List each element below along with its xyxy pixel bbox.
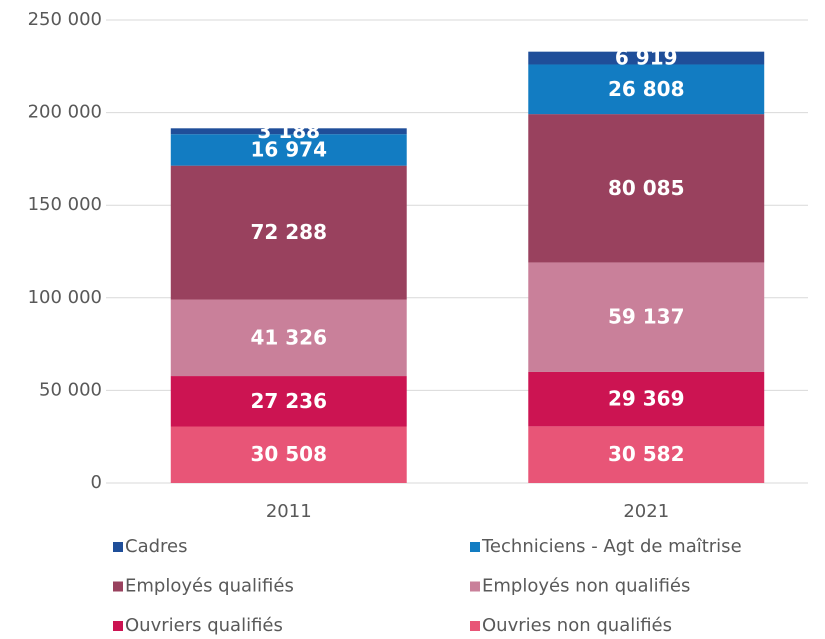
legend-swatch bbox=[470, 542, 480, 552]
y-tick-label: 50 000 bbox=[39, 379, 102, 400]
value-label: 6 919 bbox=[615, 46, 678, 70]
bar-segment bbox=[528, 64, 765, 115]
bar-segment bbox=[170, 299, 407, 377]
legend-swatch bbox=[113, 621, 123, 631]
y-tick-label: 0 bbox=[91, 472, 102, 493]
bar-segment bbox=[528, 426, 765, 483]
value-label: 3 188 bbox=[257, 119, 320, 143]
bar-segment bbox=[170, 165, 407, 300]
legend-swatch bbox=[113, 542, 123, 552]
bar-segment bbox=[528, 51, 765, 65]
value-label: 41 326 bbox=[250, 325, 327, 349]
bar-segment bbox=[170, 376, 407, 427]
value-label: 26 808 bbox=[608, 77, 685, 101]
bar-segment bbox=[170, 134, 407, 166]
value-label: 27 236 bbox=[250, 389, 327, 413]
value-label: 80 085 bbox=[608, 176, 685, 200]
y-tick-label: 200 000 bbox=[28, 102, 102, 123]
bar-segment bbox=[528, 371, 765, 427]
legend-swatch bbox=[470, 581, 480, 592]
legend-label: Employés qualifiés bbox=[125, 576, 294, 597]
value-label: 72 288 bbox=[250, 220, 327, 244]
y-tick-label: 100 000 bbox=[28, 287, 102, 308]
bar-segment bbox=[170, 128, 407, 135]
x-tick-label: 2021 bbox=[623, 501, 669, 522]
value-label: 16 974 bbox=[250, 137, 327, 161]
y-tick-label: 250 000 bbox=[28, 9, 102, 30]
legend-label: Employés non qualifiés bbox=[482, 576, 690, 597]
legend-label: Cadres bbox=[125, 536, 187, 557]
bar-segment bbox=[528, 262, 765, 372]
value-label: 29 369 bbox=[608, 387, 685, 411]
value-label: 30 508 bbox=[250, 442, 327, 466]
legend-label: Ouvries non qualifiés bbox=[482, 615, 672, 636]
x-tick-label: 2011 bbox=[266, 501, 312, 522]
bar-segment bbox=[170, 426, 407, 483]
bar-segment bbox=[528, 114, 765, 263]
value-label: 30 582 bbox=[608, 442, 685, 466]
legend-label: Ouvriers qualifiés bbox=[125, 615, 283, 636]
legend-label: Techniciens - Agt de maîtrise bbox=[481, 536, 742, 557]
legend-swatch bbox=[113, 581, 123, 592]
legend-swatch bbox=[470, 621, 480, 631]
y-tick-label: 150 000 bbox=[28, 194, 102, 215]
value-label: 59 137 bbox=[608, 305, 685, 329]
